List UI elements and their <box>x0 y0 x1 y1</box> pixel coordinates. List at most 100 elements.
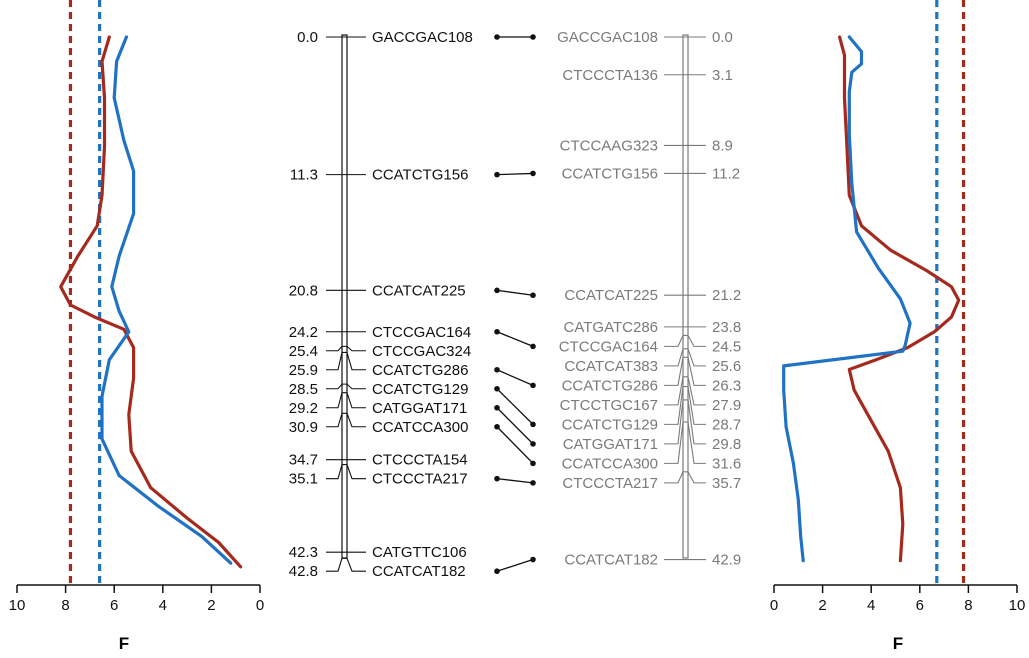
right-linkage-group: GACCGAC108 0.0 CTCCCTA136 3.1 CTCCAAG323 8.9 C… <box>557 29 741 569</box>
left-marker-position: 20.8 <box>289 282 318 299</box>
right-marker-name: GACCGAC108 <box>557 29 658 46</box>
left-red-lod-curve <box>59 35 243 569</box>
right-marker-position: 27.9 <box>712 397 741 414</box>
marker-link-dot <box>530 441 536 447</box>
left-marker-position: 42.3 <box>289 544 318 561</box>
left-tick-label: 10 <box>9 597 26 614</box>
right-marker-position: 23.8 <box>712 319 741 336</box>
left-x-ticks: 10 8 6 4 2 0 <box>9 585 264 614</box>
left-tick-label: 2 <box>207 597 215 614</box>
right-marker-position: 26.3 <box>712 377 741 394</box>
marker-link-dot <box>494 568 500 575</box>
left-marker-position: 34.7 <box>289 452 318 469</box>
right-marker-position: 21.2 <box>712 287 741 304</box>
marker-link-dot <box>530 343 536 350</box>
right-marker-position: 29.8 <box>712 436 741 453</box>
right-tick-label: 0 <box>770 597 778 614</box>
right-marker-name: CATGATC286 <box>564 319 658 336</box>
left-marker-name: CATGTTC106 <box>372 544 467 561</box>
left-marker-position: 35.1 <box>289 471 318 488</box>
right-marker-name: CCATCTG129 <box>562 416 658 433</box>
left-tick-label: 4 <box>159 597 167 614</box>
right-marker-position: 42.9 <box>712 552 741 569</box>
right-tick-label: 10 <box>1009 597 1026 614</box>
right-marker-name: CCATCAT225 <box>564 287 658 304</box>
right-marker-name: CTCCCTA217 <box>562 475 658 492</box>
right-marker-position: 35.7 <box>712 475 741 492</box>
left-marker-name: CCATCTG129 <box>372 381 468 398</box>
marker-link-dot <box>530 170 536 177</box>
right-marker-name: CTCCGAC164 <box>559 338 658 355</box>
right-marker-name: CCATCAT182 <box>564 552 658 569</box>
left-marker-name: CCATCTG156 <box>372 167 468 184</box>
marker-link-line <box>496 407 534 445</box>
right-markers: GACCGAC108 0.0 CTCCCTA136 3.1 CTCCAAG323 8.9 C… <box>557 29 741 569</box>
marker-link-dot <box>494 287 500 294</box>
left-marker-tick <box>326 463 366 480</box>
left-markers: 0.0 GACCGAC108 11.3 CCATCTG156 20.8 CCATCAT22… <box>289 29 473 580</box>
marker-link-dot <box>530 34 536 40</box>
right-marker-position: 8.9 <box>712 137 733 154</box>
left-tick-label: 0 <box>256 597 264 614</box>
right-f-plot: 0 2 4 6 8 10 F <box>770 0 1026 653</box>
right-marker-position: 11.2 <box>712 165 740 182</box>
marker-link-dot <box>494 404 500 411</box>
left-marker-name: CTCCCTA154 <box>372 452 468 469</box>
marker-link-line <box>496 426 534 464</box>
marker-link-dot <box>494 366 500 373</box>
right-marker-name: CCATCTG156 <box>562 165 658 182</box>
left-marker-name: CATGGAT171 <box>372 400 467 417</box>
left-marker-name: CTCCGAC164 <box>372 324 471 341</box>
left-f-plot: 10 8 6 4 2 0 F <box>9 0 264 653</box>
marker-link-line <box>496 289 534 296</box>
right-marker-tick <box>664 471 706 484</box>
marker-link-dot <box>530 480 536 486</box>
marker-link-dot <box>494 385 500 392</box>
left-marker-tick <box>326 345 366 352</box>
left-marker-name: CCATCAT182 <box>372 563 466 580</box>
marker-link-line <box>496 478 534 484</box>
right-marker-position: 31.6 <box>712 455 741 472</box>
left-marker-name: CCATCAT225 <box>372 282 466 299</box>
right-marker-tick <box>664 421 706 464</box>
left-tick-label: 8 <box>61 597 69 614</box>
left-marker-position: 25.9 <box>289 362 318 379</box>
marker-link-dot <box>530 382 536 389</box>
right-marker-position: 24.5 <box>712 338 741 355</box>
left-marker-position: 30.9 <box>289 419 318 436</box>
left-marker-position: 42.8 <box>289 563 318 580</box>
right-x-label: F <box>893 634 903 653</box>
right-chromosome-bar <box>682 34 689 559</box>
marker-link-line <box>496 331 534 347</box>
right-tick-label: 4 <box>867 597 875 614</box>
right-marker-tick <box>664 348 706 367</box>
right-marker-name: CTCCTGC167 <box>560 397 658 414</box>
right-blue-lod-curve <box>782 35 912 563</box>
left-chromosome-bar <box>341 34 348 559</box>
right-marker-tick <box>664 334 706 347</box>
right-marker-position: 25.6 <box>712 358 741 375</box>
right-marker-name: CTCCAAG323 <box>560 137 658 154</box>
right-marker-position: 0.0 <box>712 29 733 46</box>
left-linkage-group: 0.0 GACCGAC108 11.3 CCATCTG156 20.8 CCATCAT22… <box>289 29 473 580</box>
marker-link-line <box>496 369 534 386</box>
left-marker-tick <box>326 392 366 409</box>
right-tick-label: 2 <box>818 597 826 614</box>
marker-link-line <box>496 558 534 572</box>
right-tick-label: 8 <box>964 597 972 614</box>
left-marker-position: 29.2 <box>289 400 318 417</box>
right-marker-position: 3.1 <box>712 67 733 84</box>
left-marker-position: 28.5 <box>289 381 318 398</box>
left-tick-label: 6 <box>110 597 118 614</box>
right-tick-label: 6 <box>916 597 924 614</box>
right-marker-position: 28.7 <box>712 416 741 433</box>
marker-link-dot <box>530 421 536 428</box>
left-x-label: F <box>119 634 129 653</box>
right-marker-tick <box>664 399 706 445</box>
marker-link-dot <box>494 475 500 482</box>
marker-link-line <box>496 388 534 425</box>
right-marker-name: CCATCAT383 <box>564 358 658 375</box>
marker-links <box>494 34 536 575</box>
left-marker-position: 24.2 <box>289 324 318 341</box>
left-marker-tick <box>326 351 366 371</box>
